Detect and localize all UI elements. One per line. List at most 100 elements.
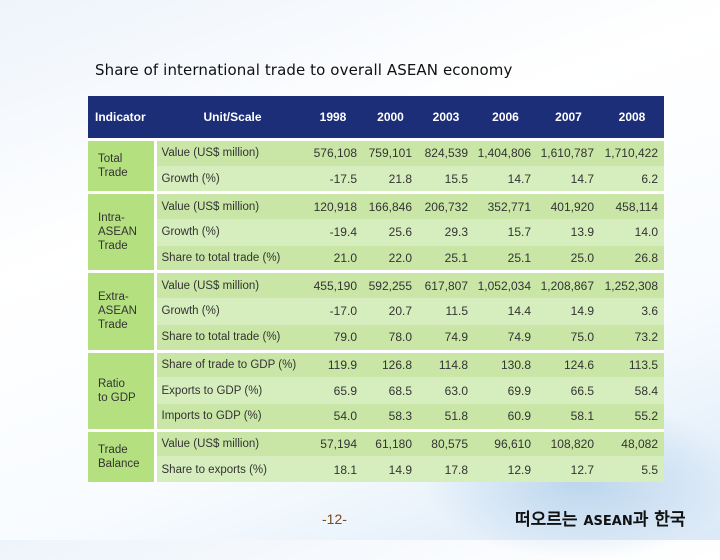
value-cell: -17.5 bbox=[303, 165, 363, 193]
table-row: Ratio to GDP Share of trade to GDP (%) 119… bbox=[88, 349, 664, 431]
page-number: -12- bbox=[322, 511, 347, 527]
header-year: 2006 bbox=[474, 96, 537, 140]
value-cell: 58.3 bbox=[363, 402, 418, 431]
value-cell: 79.0 bbox=[303, 323, 363, 351]
header-year: 2007 bbox=[537, 96, 600, 140]
unit-cell: Share of trade to GDP (%) bbox=[155, 349, 303, 378]
header-unit-scale: Unit/Scale bbox=[155, 96, 303, 140]
value-cell: 58.1 bbox=[537, 402, 600, 431]
unit-cell: Share to exports (%) bbox=[155, 456, 303, 482]
value-cell: 1,252,308 bbox=[600, 270, 664, 299]
value-cell: 11.5 bbox=[418, 298, 474, 325]
value-cell: 14.9 bbox=[537, 298, 600, 325]
value-cell: 78.0 bbox=[363, 323, 418, 351]
table-row: Total Trade Value (US$ million) 576,108 759… bbox=[88, 137, 664, 193]
table-row: Growth (%) -17.5 21.8 15.5 14.7 14.7 6.2 bbox=[88, 165, 664, 193]
value-cell: 12.7 bbox=[537, 456, 600, 482]
value-cell: 21.0 bbox=[303, 244, 363, 272]
value-cell: 15.5 bbox=[418, 165, 474, 193]
table-row: Share to total trade (%) 79.0 78.0 74.9 74.9… bbox=[88, 323, 664, 351]
value-cell: 352,771 bbox=[474, 191, 537, 220]
value-cell: 57,194 bbox=[303, 428, 363, 457]
value-cell: 75.0 bbox=[537, 323, 600, 351]
value-cell: 25.0 bbox=[537, 244, 600, 272]
unit-cell: Growth (%) bbox=[155, 165, 303, 193]
trade-table: Indicator Unit/Scale 1998 2000 2003 2006… bbox=[88, 96, 664, 482]
table-row: Share to exports (%) 18.1 14.9 17.8 12.9 12.7… bbox=[88, 456, 664, 482]
value-cell: 108,820 bbox=[537, 428, 600, 457]
unit-cell: Growth (%) bbox=[155, 219, 303, 246]
value-cell: 61,180 bbox=[363, 428, 418, 457]
value-cell: 1,404,806 bbox=[474, 138, 537, 167]
value-cell: 455,190 bbox=[303, 270, 363, 299]
value-cell: 74.9 bbox=[474, 323, 537, 351]
value-cell: 119.9 bbox=[303, 349, 363, 378]
value-cell: 60.9 bbox=[474, 402, 537, 431]
value-cell: 96,610 bbox=[474, 428, 537, 457]
value-cell: 20.7 bbox=[363, 298, 418, 325]
value-cell: 80,575 bbox=[418, 428, 474, 457]
value-cell: 48,082 bbox=[600, 428, 664, 457]
value-cell: 65.9 bbox=[303, 377, 363, 404]
value-cell: 69.9 bbox=[474, 377, 537, 404]
category-cell: Ratio to GDP bbox=[88, 349, 157, 431]
value-cell: 5.5 bbox=[600, 456, 664, 482]
value-cell: 54.0 bbox=[303, 402, 363, 431]
unit-cell: Share to total trade (%) bbox=[155, 323, 303, 351]
footer-brand-asean: ASEAN bbox=[583, 514, 633, 529]
value-cell: 3.6 bbox=[600, 298, 664, 325]
value-cell: 12.9 bbox=[474, 456, 537, 482]
value-cell: 25.6 bbox=[363, 219, 418, 246]
table-row: Imports to GDP (%) 54.0 58.3 51.8 60.9 58.1 55… bbox=[88, 402, 664, 431]
category-cell: Intra- ASEAN Trade bbox=[88, 191, 157, 272]
value-cell: 401,920 bbox=[537, 191, 600, 220]
value-cell: 1,208,867 bbox=[537, 270, 600, 299]
value-cell: 617,807 bbox=[418, 270, 474, 299]
category-cell: Trade Balance bbox=[88, 428, 157, 482]
value-cell: 26.8 bbox=[600, 244, 664, 272]
value-cell: 1,610,787 bbox=[537, 138, 600, 167]
header-indicator: Indicator bbox=[88, 96, 155, 140]
value-cell: 1,710,422 bbox=[600, 138, 664, 167]
table-body: Total Trade Value (US$ million) 576,108 759… bbox=[88, 137, 664, 482]
value-cell: 592,255 bbox=[363, 270, 418, 299]
value-cell: 14.4 bbox=[474, 298, 537, 325]
value-cell: 206,732 bbox=[418, 191, 474, 220]
table-row: Share to total trade (%) 21.0 22.0 25.1 25.1… bbox=[88, 244, 664, 272]
unit-cell: Share to total trade (%) bbox=[155, 244, 303, 272]
value-cell: 166,846 bbox=[363, 191, 418, 220]
value-cell: 21.8 bbox=[363, 165, 418, 193]
value-cell: 114.8 bbox=[418, 349, 474, 378]
value-cell: 63.0 bbox=[418, 377, 474, 404]
value-cell: 130.8 bbox=[474, 349, 537, 378]
value-cell: 55.2 bbox=[600, 402, 664, 431]
footer-brand-suffix: 과 한국 bbox=[632, 510, 686, 530]
value-cell: 17.8 bbox=[418, 456, 474, 482]
value-cell: 68.5 bbox=[363, 377, 418, 404]
footer-brand-prefix: 떠오르는 bbox=[515, 510, 578, 530]
value-cell: 458,114 bbox=[600, 191, 664, 220]
value-cell: 29.3 bbox=[418, 219, 474, 246]
header-year: 2000 bbox=[363, 96, 418, 140]
table-row: Extra- ASEAN Trade Value (US$ million) 455… bbox=[88, 270, 664, 351]
unit-cell: Value (US$ million) bbox=[155, 191, 303, 220]
value-cell: 25.1 bbox=[418, 244, 474, 272]
value-cell: 759,101 bbox=[363, 138, 418, 167]
category-cell: Total Trade bbox=[88, 137, 157, 193]
table-row: Growth (%) -17.0 20.7 11.5 14.4 14.9 3.6 bbox=[88, 298, 664, 325]
value-cell: 73.2 bbox=[600, 323, 664, 351]
unit-cell: Value (US$ million) bbox=[155, 428, 303, 457]
value-cell: 74.9 bbox=[418, 323, 474, 351]
value-cell: 824,539 bbox=[418, 138, 474, 167]
value-cell: 13.9 bbox=[537, 219, 600, 246]
table-row: Intra- ASEAN Trade Value (US$ million) 120… bbox=[88, 191, 664, 272]
value-cell: 113.5 bbox=[600, 349, 664, 378]
value-cell: 14.9 bbox=[363, 456, 418, 482]
unit-cell: Exports to GDP (%) bbox=[155, 377, 303, 404]
table-row: Exports to GDP (%) 65.9 68.5 63.0 69.9 66.5 58… bbox=[88, 377, 664, 404]
category-cell: Extra- ASEAN Trade bbox=[88, 270, 157, 351]
table-header-row: Indicator Unit/Scale 1998 2000 2003 2006… bbox=[88, 96, 664, 140]
value-cell: -19.4 bbox=[303, 219, 363, 246]
table-row: Growth (%) -19.4 25.6 29.3 15.7 13.9 14.0 bbox=[88, 219, 664, 246]
value-cell: 58.4 bbox=[600, 377, 664, 404]
